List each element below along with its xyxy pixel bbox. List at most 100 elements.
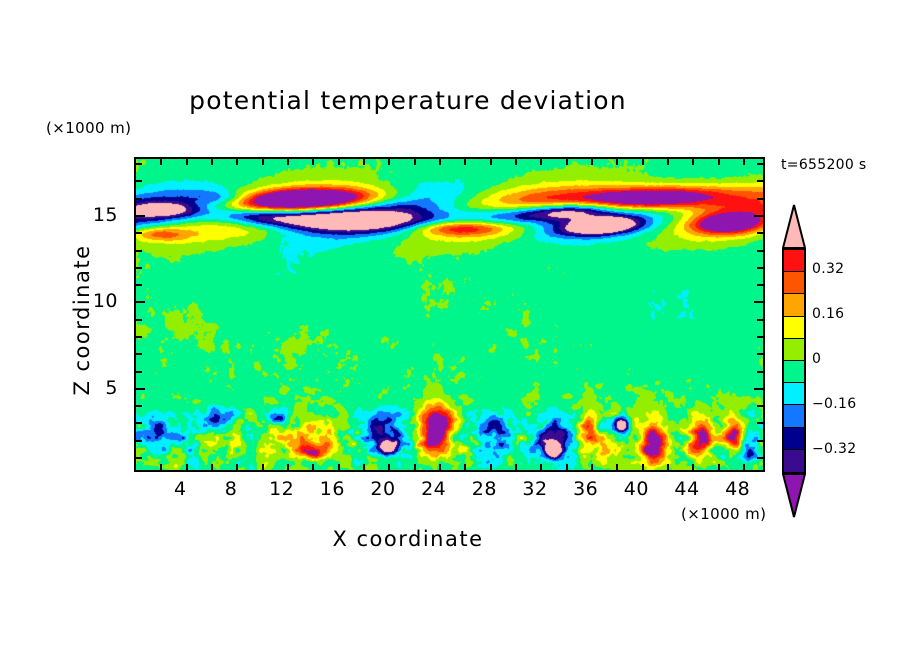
y-tick-right (757, 422, 763, 425)
colorbar-tick-label: 0 (812, 351, 822, 367)
colorbar-band (784, 338, 804, 361)
x-tick (160, 464, 163, 470)
x-tick-label: 20 (370, 478, 396, 500)
colorbar-under-cap (782, 473, 806, 518)
x-tick-top (413, 159, 416, 165)
y-tick-label: 5 (105, 376, 118, 399)
x-tick-label: 8 (224, 478, 238, 500)
x-tick (489, 464, 492, 470)
x-tick (185, 464, 188, 470)
x-tick-label: 24 (421, 478, 447, 500)
y-tick (136, 370, 142, 373)
colorbar-band (784, 294, 804, 317)
y-tick (136, 439, 142, 442)
y-tick (136, 163, 142, 166)
x-tick (363, 464, 365, 470)
y-tick-label: 10 (92, 290, 118, 313)
x-tick (439, 464, 441, 470)
colorbar (779, 204, 809, 518)
x-tick-top (261, 159, 264, 165)
x-tick-top (540, 159, 543, 165)
y-tick-right (757, 405, 763, 408)
y-tick-right (757, 353, 763, 356)
y-tick (136, 301, 145, 304)
colorbar-band (784, 272, 804, 295)
colorbar-bands (782, 248, 806, 474)
colorbar-band (784, 427, 804, 450)
y-tick-right (757, 197, 763, 200)
x-tick-label: 28 (471, 478, 497, 500)
x-tick (616, 464, 619, 470)
x-tick-top (692, 159, 695, 165)
x-tick-top (287, 159, 289, 165)
y-tick-right (757, 163, 763, 166)
y-tick (136, 387, 145, 390)
y-tick (136, 180, 142, 183)
colorbar-tick-label: 0.16 (812, 305, 845, 322)
x-tick (641, 464, 644, 470)
y-tick-label: 15 (92, 204, 118, 227)
x-tick (337, 464, 340, 470)
colorbar-band (784, 360, 804, 384)
z-units-label: (×1000 m) (46, 119, 132, 137)
colorbar-tick-label: −0.32 (812, 441, 857, 458)
x-tick-top (312, 159, 315, 165)
y-tick (136, 456, 142, 459)
y-tick-right (757, 318, 763, 321)
x-tick-label: 32 (522, 478, 548, 500)
y-tick-right (754, 215, 763, 218)
x-tick (540, 464, 543, 470)
x-tick (717, 464, 720, 470)
y-tick-right (757, 370, 763, 373)
y-tick (136, 335, 142, 338)
x-tick-top (616, 159, 619, 165)
colorbar-tick-label: 0.32 (812, 260, 845, 277)
x-tick-top (185, 159, 188, 165)
x-tick-top (565, 159, 568, 165)
x-tick-top (211, 159, 213, 165)
x-tick-top (236, 159, 239, 165)
time-label: t=655200 s (781, 157, 867, 173)
y-tick-right (757, 266, 763, 269)
colorbar-over-cap (782, 204, 806, 249)
page-title: potential temperature deviation (189, 86, 627, 115)
x-tick (236, 464, 239, 470)
y-tick-right (757, 180, 763, 183)
x-tick-top (337, 159, 340, 165)
x-tick-label: 48 (725, 478, 751, 500)
x-tick (464, 464, 467, 470)
y-tick (136, 318, 142, 321)
y-tick-right (757, 232, 763, 235)
x-tick-label: 4 (174, 478, 187, 500)
colorbar-band (784, 250, 804, 273)
colorbar-band (784, 405, 804, 428)
x-tick (515, 464, 517, 470)
x-tick-top (489, 159, 492, 165)
x-tick (692, 464, 695, 470)
x-tick-top (388, 159, 391, 165)
y-tick-right (757, 439, 763, 442)
x-tick-label: 12 (269, 478, 295, 500)
x-tick-top (464, 159, 467, 165)
colorbar-band (784, 383, 804, 406)
y-tick (136, 405, 142, 408)
y-tick (136, 353, 142, 356)
y-tick (136, 284, 142, 287)
x-tick-label: 36 (573, 478, 599, 500)
x-tick-top (717, 159, 720, 165)
x-tick (413, 464, 416, 470)
x-tick-top (515, 159, 517, 165)
y-tick (136, 215, 145, 218)
x-tick-top (363, 159, 365, 165)
x-tick-top (160, 159, 163, 165)
y-tick-right (757, 284, 763, 287)
x-tick (312, 464, 315, 470)
colorbar-tick-label: −0.16 (812, 396, 857, 413)
y-tick-right (757, 335, 763, 338)
y-tick-right (757, 456, 763, 459)
x-tick-label: 16 (319, 478, 345, 500)
x-units-label: (×1000 m) (681, 505, 767, 523)
x-tick (287, 464, 289, 470)
x-axis-title: X coordinate (332, 527, 484, 551)
colorbar-band (784, 316, 804, 339)
